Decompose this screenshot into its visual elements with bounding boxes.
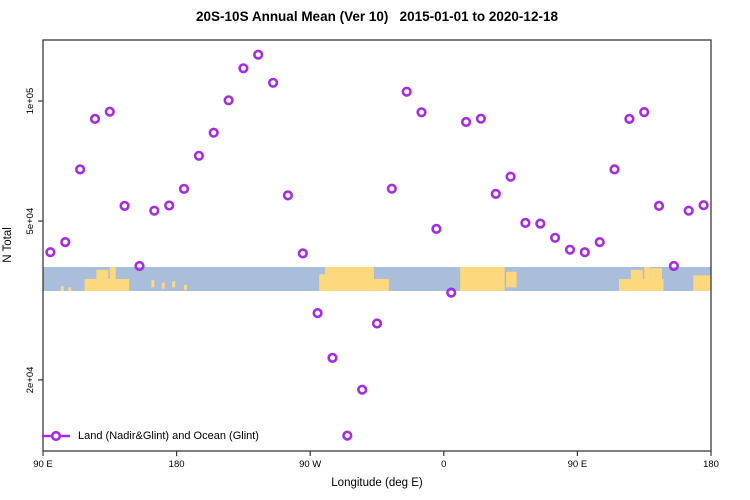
land-patch xyxy=(644,267,651,291)
land-patch xyxy=(184,285,187,290)
data-point-marker xyxy=(253,49,264,60)
data-point-marker xyxy=(520,217,531,228)
land-patch xyxy=(60,286,64,291)
data-point-marker xyxy=(653,200,665,211)
data-point-marker xyxy=(327,352,338,364)
x-axis-label: Longitude (deg E) xyxy=(331,477,423,489)
data-point-marker xyxy=(549,232,561,243)
data-point-marker xyxy=(342,430,353,441)
data-point-marker xyxy=(134,260,145,272)
x-tick-label: 180 xyxy=(169,459,185,470)
data-point-marker xyxy=(164,200,175,211)
land-patch xyxy=(109,267,116,291)
data-point-marker xyxy=(475,113,487,124)
y-axis-label: N Total xyxy=(2,227,14,263)
data-point-marker xyxy=(268,77,279,88)
x-axis-ticks: 90 E 180 90 W 0 90 E 180 xyxy=(33,451,719,470)
land-patch xyxy=(68,287,72,291)
legend-circle-icon xyxy=(50,430,62,442)
data-point-marker xyxy=(624,113,635,124)
x-tick-label: 180 xyxy=(703,459,719,470)
land-patch xyxy=(172,281,176,288)
data-point-marker xyxy=(579,247,590,258)
legend-marker-icon xyxy=(42,430,70,442)
data-point-marker xyxy=(683,205,694,216)
legend-label: Land (Nadir&Glint) and Ocean (Glint) xyxy=(78,430,259,442)
data-point-marker xyxy=(401,86,412,97)
land-patch xyxy=(506,271,517,288)
data-point-marker xyxy=(505,171,516,182)
data-point-marker xyxy=(119,200,130,211)
data-points xyxy=(45,49,709,441)
chart-title: 20S-10S Annual Mean (Ver 10) 2015-01-01 … xyxy=(196,9,558,24)
data-point-marker xyxy=(223,95,234,106)
data-point-marker xyxy=(357,384,368,395)
data-point-marker xyxy=(668,260,680,272)
data-point-marker xyxy=(564,244,576,255)
data-point-marker xyxy=(371,318,383,329)
data-point-marker xyxy=(490,188,501,199)
data-point-marker xyxy=(609,164,620,175)
land-patch xyxy=(325,267,375,291)
data-point-marker xyxy=(149,205,160,216)
data-point-marker xyxy=(698,200,709,211)
data-point-marker xyxy=(238,63,249,74)
data-point-marker xyxy=(45,247,56,258)
land-patch xyxy=(151,280,155,288)
x-tick-label: 90 E xyxy=(33,459,53,470)
data-point-marker xyxy=(208,127,219,138)
data-point-marker xyxy=(446,287,457,298)
land-patch xyxy=(319,274,326,291)
y-axis-ticks: 1e+05 5e+04 2e+04 xyxy=(25,88,43,394)
plot-box xyxy=(42,39,712,452)
data-point-marker xyxy=(282,190,294,201)
land-patch xyxy=(374,279,389,291)
data-point-marker xyxy=(178,183,190,194)
land-patch xyxy=(650,268,663,291)
legend: Land (Nadir&Glint) and Ocean (Glint) xyxy=(41,428,259,444)
data-point-marker xyxy=(639,106,650,118)
data-point-marker xyxy=(104,106,115,117)
x-tick-label: 90 E xyxy=(568,459,588,470)
map-band xyxy=(43,267,711,291)
y-tick-label: 1e+05 xyxy=(25,88,36,115)
y-tick-label: 5e+04 xyxy=(25,208,36,235)
y-tick-label: 2e+04 xyxy=(25,367,36,394)
data-point-marker xyxy=(535,218,546,229)
data-point-marker xyxy=(193,150,204,161)
data-point-marker xyxy=(89,113,101,124)
data-point-marker xyxy=(416,107,427,118)
data-point-marker xyxy=(386,183,397,194)
data-point-marker xyxy=(461,116,472,128)
land-patch xyxy=(630,269,643,291)
land-patch xyxy=(96,269,109,291)
x-tick-label: 0 xyxy=(441,459,446,470)
x-tick-label: 90 W xyxy=(299,459,321,470)
data-point-marker xyxy=(60,237,71,248)
land-patch xyxy=(161,282,165,289)
land-patch xyxy=(693,275,711,291)
data-point-marker xyxy=(431,223,442,234)
land-patch xyxy=(460,267,505,291)
data-point-marker xyxy=(74,164,86,175)
data-point-marker xyxy=(312,308,323,319)
data-point-marker xyxy=(594,237,605,248)
data-point-marker xyxy=(297,248,308,259)
